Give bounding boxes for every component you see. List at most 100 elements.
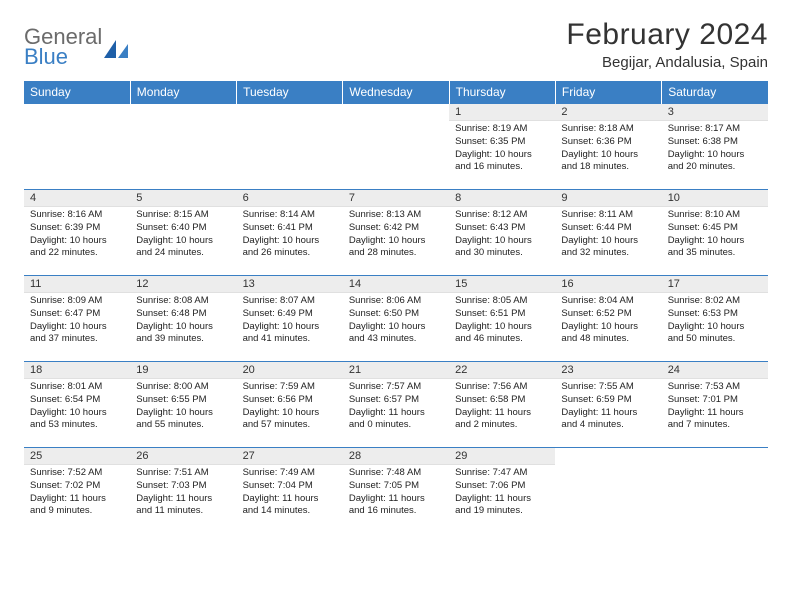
calendar-week: 25Sunrise: 7:52 AMSunset: 7:02 PMDayligh…: [24, 448, 768, 534]
daylight-text: Daylight: 10 hours: [136, 321, 230, 334]
calendar-head: SundayMondayTuesdayWednesdayThursdayFrid…: [24, 81, 768, 104]
day-number: 25: [24, 448, 130, 465]
calendar-cell: 8Sunrise: 8:12 AMSunset: 6:43 PMDaylight…: [449, 190, 555, 276]
calendar-cell: 25Sunrise: 7:52 AMSunset: 7:02 PMDayligh…: [24, 448, 130, 534]
empty-day: [130, 104, 236, 108]
daylight-text: Daylight: 10 hours: [243, 235, 337, 248]
calendar-cell: [555, 448, 661, 534]
brand-logo: General Blue: [24, 18, 130, 68]
calendar-cell: [343, 104, 449, 190]
weekday-header: Wednesday: [343, 81, 449, 104]
sunset-text: Sunset: 6:43 PM: [455, 222, 549, 235]
day-details: Sunrise: 8:14 AMSunset: 6:41 PMDaylight:…: [237, 207, 343, 264]
sunset-text: Sunset: 6:47 PM: [30, 308, 124, 321]
day-details: Sunrise: 8:04 AMSunset: 6:52 PMDaylight:…: [555, 293, 661, 350]
calendar-cell: 9Sunrise: 8:11 AMSunset: 6:44 PMDaylight…: [555, 190, 661, 276]
daylight-text: Daylight: 10 hours: [561, 149, 655, 162]
day-details: Sunrise: 8:16 AMSunset: 6:39 PMDaylight:…: [24, 207, 130, 264]
daylight-text: and 50 minutes.: [668, 333, 762, 346]
day-details: Sunrise: 7:56 AMSunset: 6:58 PMDaylight:…: [449, 379, 555, 436]
day-details: Sunrise: 8:10 AMSunset: 6:45 PMDaylight:…: [662, 207, 768, 264]
sunrise-text: Sunrise: 7:59 AM: [243, 381, 337, 394]
sunset-text: Sunset: 6:45 PM: [668, 222, 762, 235]
day-details: Sunrise: 8:17 AMSunset: 6:38 PMDaylight:…: [662, 121, 768, 178]
day-details: Sunrise: 8:12 AMSunset: 6:43 PMDaylight:…: [449, 207, 555, 264]
daylight-text: and 19 minutes.: [455, 505, 549, 518]
sunrise-text: Sunrise: 8:11 AM: [561, 209, 655, 222]
sunset-text: Sunset: 6:41 PM: [243, 222, 337, 235]
calendar-cell: 22Sunrise: 7:56 AMSunset: 6:58 PMDayligh…: [449, 362, 555, 448]
day-number: 15: [449, 276, 555, 293]
calendar-cell: 3Sunrise: 8:17 AMSunset: 6:38 PMDaylight…: [662, 104, 768, 190]
sunset-text: Sunset: 6:36 PM: [561, 136, 655, 149]
day-details: Sunrise: 7:52 AMSunset: 7:02 PMDaylight:…: [24, 465, 130, 522]
sunrise-text: Sunrise: 8:06 AM: [349, 295, 443, 308]
sunrise-text: Sunrise: 7:56 AM: [455, 381, 549, 394]
sail-icon: [104, 38, 130, 60]
daylight-text: and 2 minutes.: [455, 419, 549, 432]
sunrise-text: Sunrise: 8:02 AM: [668, 295, 762, 308]
daylight-text: Daylight: 10 hours: [561, 235, 655, 248]
calendar-week: 11Sunrise: 8:09 AMSunset: 6:47 PMDayligh…: [24, 276, 768, 362]
calendar-cell: 15Sunrise: 8:05 AMSunset: 6:51 PMDayligh…: [449, 276, 555, 362]
sunset-text: Sunset: 6:48 PM: [136, 308, 230, 321]
location-label: Begijar, Andalusia, Spain: [566, 54, 768, 71]
daylight-text: and 53 minutes.: [30, 419, 124, 432]
daylight-text: and 46 minutes.: [455, 333, 549, 346]
calendar-cell: 12Sunrise: 8:08 AMSunset: 6:48 PMDayligh…: [130, 276, 236, 362]
calendar-cell: 10Sunrise: 8:10 AMSunset: 6:45 PMDayligh…: [662, 190, 768, 276]
sunrise-text: Sunrise: 8:12 AM: [455, 209, 549, 222]
day-details: Sunrise: 8:02 AMSunset: 6:53 PMDaylight:…: [662, 293, 768, 350]
day-number: 21: [343, 362, 449, 379]
day-number: 24: [662, 362, 768, 379]
calendar-week: 18Sunrise: 8:01 AMSunset: 6:54 PMDayligh…: [24, 362, 768, 448]
day-details: Sunrise: 7:49 AMSunset: 7:04 PMDaylight:…: [237, 465, 343, 522]
weekday-header: Sunday: [24, 81, 130, 104]
daylight-text: and 22 minutes.: [30, 247, 124, 260]
month-title: February 2024: [566, 18, 768, 52]
daylight-text: Daylight: 11 hours: [455, 493, 549, 506]
sunset-text: Sunset: 6:53 PM: [668, 308, 762, 321]
daylight-text: Daylight: 10 hours: [455, 321, 549, 334]
sunset-text: Sunset: 7:04 PM: [243, 480, 337, 493]
daylight-text: and 18 minutes.: [561, 161, 655, 174]
brand-word-2: Blue: [24, 46, 102, 68]
daylight-text: and 37 minutes.: [30, 333, 124, 346]
daylight-text: and 9 minutes.: [30, 505, 124, 518]
daylight-text: and 30 minutes.: [455, 247, 549, 260]
daylight-text: Daylight: 10 hours: [455, 235, 549, 248]
calendar-cell: 17Sunrise: 8:02 AMSunset: 6:53 PMDayligh…: [662, 276, 768, 362]
sunset-text: Sunset: 6:49 PM: [243, 308, 337, 321]
day-number: 20: [237, 362, 343, 379]
calendar-cell: 23Sunrise: 7:55 AMSunset: 6:59 PMDayligh…: [555, 362, 661, 448]
sunrise-text: Sunrise: 8:19 AM: [455, 123, 549, 136]
day-number: 2: [555, 104, 661, 121]
daylight-text: and 4 minutes.: [561, 419, 655, 432]
sunset-text: Sunset: 6:59 PM: [561, 394, 655, 407]
sunset-text: Sunset: 7:05 PM: [349, 480, 443, 493]
title-block: February 2024 Begijar, Andalusia, Spain: [566, 18, 768, 71]
day-number: 7: [343, 190, 449, 207]
calendar-cell: 1Sunrise: 8:19 AMSunset: 6:35 PMDaylight…: [449, 104, 555, 190]
weekday-row: SundayMondayTuesdayWednesdayThursdayFrid…: [24, 81, 768, 104]
sunset-text: Sunset: 7:01 PM: [668, 394, 762, 407]
day-number: 22: [449, 362, 555, 379]
calendar-table: SundayMondayTuesdayWednesdayThursdayFrid…: [24, 81, 768, 534]
empty-day: [343, 104, 449, 108]
day-number: 14: [343, 276, 449, 293]
day-details: Sunrise: 8:00 AMSunset: 6:55 PMDaylight:…: [130, 379, 236, 436]
daylight-text: and 20 minutes.: [668, 161, 762, 174]
day-number: 27: [237, 448, 343, 465]
day-number: 4: [24, 190, 130, 207]
sunrise-text: Sunrise: 8:00 AM: [136, 381, 230, 394]
day-details: Sunrise: 8:01 AMSunset: 6:54 PMDaylight:…: [24, 379, 130, 436]
daylight-text: Daylight: 11 hours: [243, 493, 337, 506]
daylight-text: and 41 minutes.: [243, 333, 337, 346]
sunset-text: Sunset: 6:50 PM: [349, 308, 443, 321]
day-details: Sunrise: 8:19 AMSunset: 6:35 PMDaylight:…: [449, 121, 555, 178]
calendar-cell: 24Sunrise: 7:53 AMSunset: 7:01 PMDayligh…: [662, 362, 768, 448]
calendar-cell: 20Sunrise: 7:59 AMSunset: 6:56 PMDayligh…: [237, 362, 343, 448]
daylight-text: Daylight: 10 hours: [136, 235, 230, 248]
weekday-header: Monday: [130, 81, 236, 104]
day-number: 8: [449, 190, 555, 207]
